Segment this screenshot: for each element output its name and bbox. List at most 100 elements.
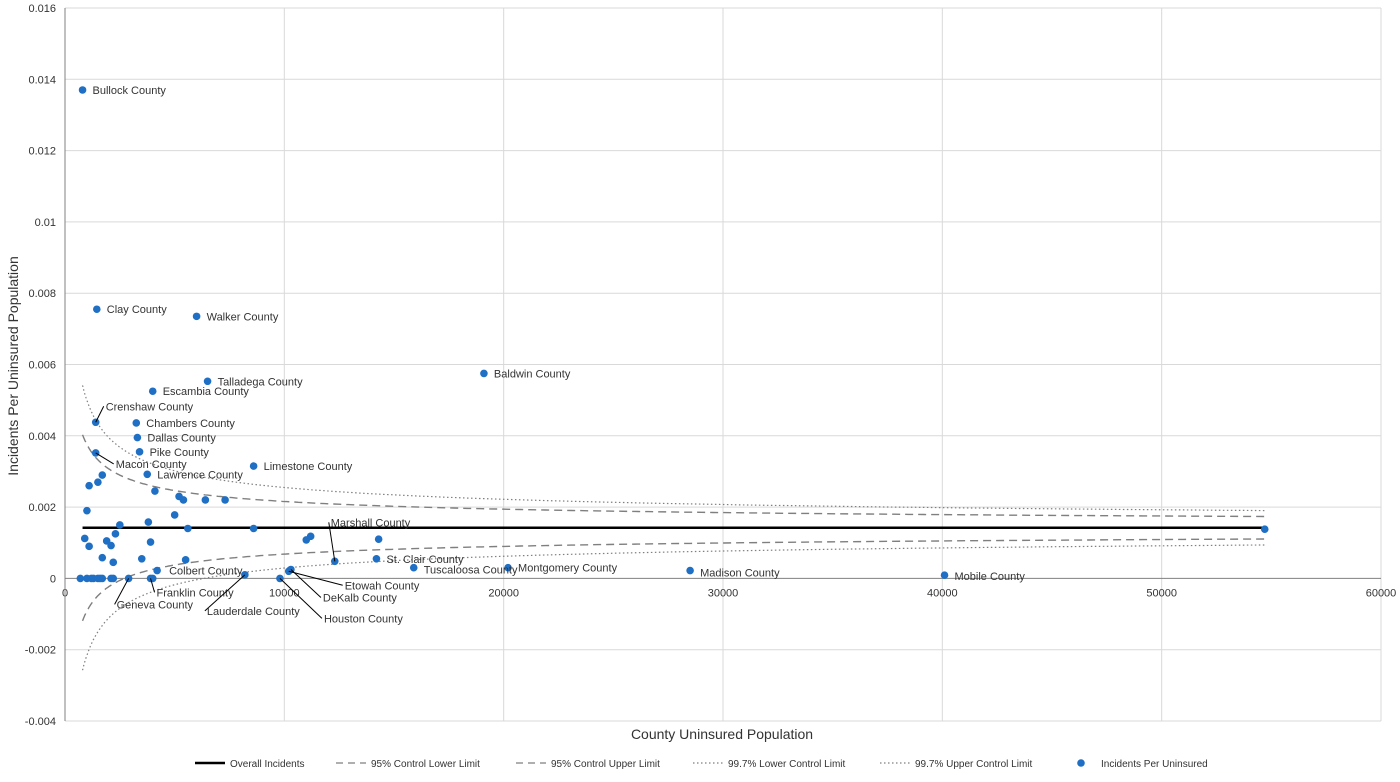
data-point [85,542,93,551]
control-upper-95-line [81,434,1265,518]
data-point [504,563,512,572]
data-point [94,478,102,486]
label-leader-line [95,452,114,465]
y-tick-label: 0.016 [28,3,56,15]
point-label: Geneva County [117,599,194,611]
legend-label: 99.7% Lower Control Limit [728,759,845,770]
data-point [409,563,418,572]
data-point [480,369,488,378]
y-tick-label: 0.002 [28,502,56,514]
label-leader-line [204,574,246,612]
point-label: St. Clair County [386,554,464,566]
point-label: Macon County [116,459,187,471]
point-label: Lauderdale County [207,606,300,618]
control-lines [81,385,1265,671]
data-point [107,574,115,583]
data-point [184,524,192,533]
point-label: Limestone County [264,461,353,473]
data-point [116,521,124,529]
data-point [192,312,201,321]
point-label: Pike County [150,447,210,459]
data-point [374,535,383,543]
data-point [249,462,258,470]
point-label: Dallas County [147,433,216,445]
y-tick-label: 0.012 [28,146,56,158]
y-tick-label: 0.004 [28,431,56,443]
data-point [111,530,120,538]
point-label: Madison County [700,568,780,580]
data-point [135,448,144,456]
data-point [137,554,146,563]
data-point [146,538,155,546]
data-point [148,387,157,396]
y-tick-label: -0.002 [25,645,56,657]
x-axis-title: County Uninsured Population [631,726,813,742]
point-label: Etowah County [345,580,420,592]
x-tick-label: 60000 [1366,587,1397,599]
data-point [83,506,91,515]
data-point [98,553,107,562]
point-label: Montgomery County [518,563,618,575]
y-tick-label: 0.01 [35,217,56,229]
y-tick-label: 0 [50,573,56,585]
data-point [85,481,93,490]
data-point [203,377,212,386]
data-point [93,305,101,314]
axes: -0.004 -0.002 0 0.002 0.004 0.006 0.008 0.01 0.0… [25,3,1397,728]
data-point [132,419,141,427]
data-point [372,554,381,563]
data-point [170,511,179,519]
x-tick-label: 50000 [1146,587,1177,599]
y-axis-title: Incidents Per Uninsured Population [5,256,21,475]
data-point [1260,525,1269,534]
point-label: Tuscaloosa County [424,565,518,577]
data-point [133,433,142,442]
label-leader-line [279,578,323,619]
data-point [179,496,188,504]
data-point [98,574,107,583]
data-point [102,537,111,545]
y-tick-label: 0.006 [28,360,56,372]
label-leader-line [288,570,343,586]
point-label: Talladega County [218,376,304,388]
point-labels: Bullock County Clay County Walker County Ta… [93,85,1026,625]
control-lower-95-line [81,538,1265,622]
point-label: Franklin County [157,587,235,599]
label-leader-line [114,578,130,605]
data-point [98,471,107,479]
label-leader-line [150,578,156,593]
control-upper-997-line [81,385,1265,512]
legend: Overall Incidents 95% Control Lower Limit… [195,759,1208,770]
y-tick-label: 0.008 [28,288,56,300]
data-point [686,566,694,575]
y-tick-label: 0.014 [28,74,56,86]
point-label: Chambers County [146,418,235,430]
point-label: Lawrence County [157,469,243,481]
point-label: Escambia County [163,386,250,398]
point-label: Bullock County [93,85,167,97]
data-point [330,557,339,566]
data-point [153,566,161,575]
legend-label: Incidents Per Uninsured [1101,759,1208,770]
point-label: Marshall County [331,517,411,529]
data-point [109,558,118,567]
y-tick-label: -0.004 [25,716,56,728]
data-point [302,536,311,544]
data-point [78,86,87,94]
x-tick-label: 40000 [927,587,958,599]
data-points [76,86,1269,583]
data-point [940,571,949,579]
data-point [80,534,89,543]
label-leader-line [328,522,336,562]
label-leader-line [290,569,322,598]
legend-label: 95% Control Lower Limit [371,759,480,770]
x-tick-label: 30000 [708,587,739,599]
data-point [151,487,159,495]
grid [65,7,1382,722]
legend-label: Overall Incidents [230,759,304,770]
legend-label: 99.7% Upper Control Limit [915,759,1032,770]
data-point [76,574,85,583]
label-leader-line [95,406,105,423]
